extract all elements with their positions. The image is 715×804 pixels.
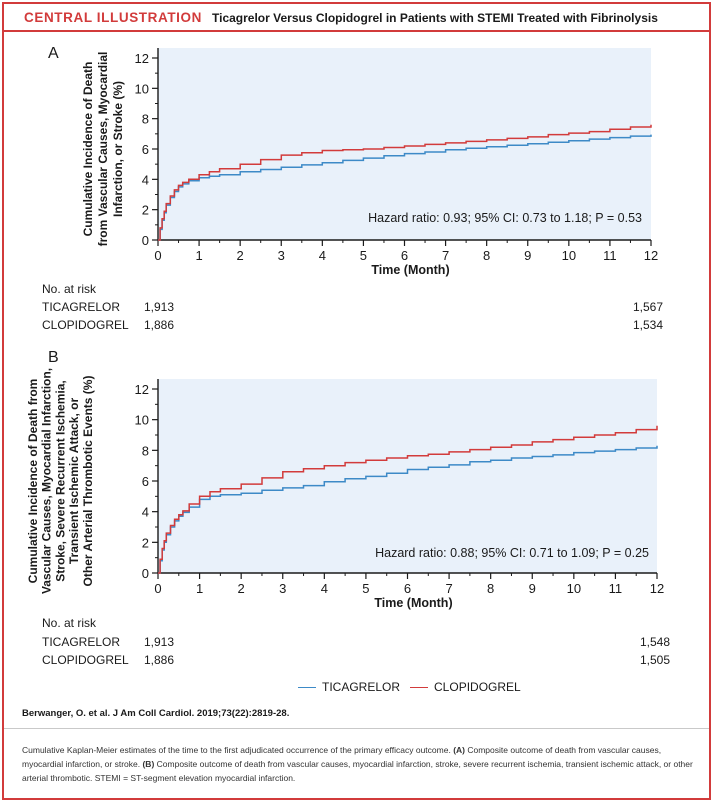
panel-a-series-clopidogrel <box>158 124 652 241</box>
panel-b-y-axis-label-line: Stroke, Severe Recurrent Ischemia, <box>53 380 67 581</box>
panel-b-letter: B <box>48 349 59 366</box>
legend-swatch-ticagrelor <box>298 686 316 688</box>
risk-table-a-row-ticagrelor-start: 1,913 <box>144 300 175 314</box>
risk-table-b-row-ticagrelor-start: 1,913 <box>144 635 175 649</box>
panel-a-x-tick-label: 3 <box>278 248 285 263</box>
panel-a-x-tick-label: 8 <box>483 248 490 263</box>
figure-caption: Cumulative Kaplan-Meier estimates of the… <box>22 743 694 785</box>
caption-a-tag: (A) <box>453 745 465 755</box>
panel-a-y-tick-label: 4 <box>142 172 149 187</box>
risk-table-a-row-clopidogrel-label: CLOPIDOGREL <box>42 318 129 332</box>
panel-b-x-tick-label: 2 <box>238 581 245 596</box>
panel-b-x-tick-label: 7 <box>445 581 452 596</box>
panel-a-y-axis-label-line: Cumulative Incidence of Death <box>81 62 95 237</box>
risk-table-b-row-clopidogrel-label: CLOPIDOGREL <box>42 653 129 667</box>
illustration-header: CENTRAL ILLUSTRATION Ticagrelor Versus C… <box>4 4 709 30</box>
panel-a-y-axis-label-line: Infarction, or Stroke (%) <box>111 81 125 217</box>
illustration-title: Ticagrelor Versus Clopidogrel in Patient… <box>212 11 658 25</box>
panel-b-x-axis-label: Time (Month) <box>374 596 452 610</box>
legend-item-clopidogrel: CLOPIDOGREL <box>410 680 521 694</box>
panel-b-y-tick-label: 8 <box>142 443 149 458</box>
panel-b-x-tick-label: 6 <box>404 581 411 596</box>
panel-b-y-axis-label-line: Transient Ischemic Attack, or <box>67 398 81 565</box>
chart-legend: TICAGRELOR CLOPIDOGREL <box>298 680 521 694</box>
legend-label-ticagrelor: TICAGRELOR <box>322 680 401 694</box>
panel-b-y-axis-label-line: Other Arterial Thrombotic Events (%) <box>81 376 95 587</box>
panel-a-letter: A <box>48 45 59 62</box>
central-illustration-tag: CENTRAL ILLUSTRATION <box>24 10 202 25</box>
risk-table-a-row-clopidogrel-end: 1,534 <box>633 318 664 332</box>
panel-a-y-tick-label: 12 <box>135 51 149 66</box>
panel-b-y-axis-label-line: Vascular Causes, Myocardial Infarction, <box>40 368 54 594</box>
caption-a-text: Composite outcome of death from vascular… <box>22 745 662 769</box>
panel-b-series-ticagrelor <box>158 445 658 574</box>
panel-a-y-tick-label: 10 <box>135 81 149 96</box>
caption-b-text: Composite outcome of death from vascular… <box>22 759 693 783</box>
legend-swatch-clopidogrel <box>410 686 429 688</box>
panel-b-y-tick-label: 12 <box>135 382 149 397</box>
caption-box <box>4 729 709 798</box>
header-rule <box>4 30 709 32</box>
panel-b-x-tick-label: 10 <box>567 581 581 596</box>
panel-a-x-tick-label: 11 <box>603 248 617 263</box>
panel-a-x-tick-label: 5 <box>360 248 367 263</box>
panel-a-y-tick-label: 2 <box>142 203 149 218</box>
legend-label-clopidogrel: CLOPIDOGREL <box>434 680 521 694</box>
panel-b-plot-area <box>158 379 657 573</box>
panel-b-x-tick-label: 8 <box>487 581 494 596</box>
citation: Berwanger, O. et al. J Am Coll Cardiol. … <box>22 708 290 719</box>
panel-b-series-clopidogrel <box>158 425 658 574</box>
risk-table-b-row-ticagrelor-end: 1,548 <box>640 635 671 649</box>
risk-table-b-row-clopidogrel-start: 1,886 <box>144 653 175 667</box>
panel-a-x-tick-label: 6 <box>401 248 408 263</box>
panel-a-x-tick-label: 1 <box>195 248 202 263</box>
panel-b-x-tick-label: 4 <box>321 581 328 596</box>
panel-b-x-tick-label: 12 <box>650 581 664 596</box>
risk-table-a-row-clopidogrel-start: 1,886 <box>144 318 175 332</box>
panel-b-y-tick-label: 10 <box>135 413 149 428</box>
panel-b-hazard-ratio-annotation: Hazard ratio: 0.88; 95% CI: 0.71 to 1.09… <box>375 546 649 560</box>
panel-b-y-tick-label: 2 <box>142 535 149 550</box>
panel-b-y-tick-label: 0 <box>142 566 149 581</box>
panel-b-x-tick-label: 11 <box>609 581 623 596</box>
risk-table-b-row-ticagrelor-label: TICAGRELOR <box>42 635 121 649</box>
panel-a-y-tick-label: 0 <box>142 233 149 248</box>
risk-table-b-row-clopidogrel-end: 1,505 <box>640 653 671 667</box>
panel-a-series-ticagrelor <box>158 134 652 241</box>
panel-a-x-tick-label: 12 <box>644 248 658 263</box>
panel-a-x-tick-label: 2 <box>237 248 244 263</box>
legend-item-ticagrelor: TICAGRELOR <box>298 680 400 694</box>
panel-b-y-axis-label-line: Cumulative Incidence of Death from <box>26 379 40 584</box>
panel-a-x-tick-label: 7 <box>442 248 449 263</box>
risk-table-a-title: No. at risk <box>42 282 97 296</box>
panel-b-y-tick-label: 6 <box>142 474 149 489</box>
risk-table-a-row-ticagrelor-label: TICAGRELOR <box>42 300 121 314</box>
panel-a-y-tick-label: 8 <box>142 112 149 127</box>
caption-intro: Cumulative Kaplan-Meier estimates of the… <box>22 745 454 755</box>
caption-b-tag: (B) <box>142 759 155 769</box>
panel-a-x-axis-label: Time (Month) <box>371 263 449 277</box>
panel-b-y-tick-label: 4 <box>142 505 149 520</box>
panel-a-y-axis-label-line: from Vascular Causes, Myocardial <box>96 52 110 247</box>
risk-table-a-row-ticagrelor-end: 1,567 <box>633 300 664 314</box>
panel-b-x-tick-label: 3 <box>279 581 286 596</box>
panel-b-x-tick-label: 1 <box>196 581 203 596</box>
panel-b-x-tick-label: 0 <box>154 581 161 596</box>
panel-a-x-tick-label: 0 <box>154 248 161 263</box>
panel-a-x-tick-label: 4 <box>319 248 326 263</box>
panel-a-y-tick-label: 6 <box>142 142 149 157</box>
panel-a-plot-area <box>158 48 651 240</box>
panel-a-hazard-ratio-annotation: Hazard ratio: 0.93; 95% CI: 0.73 to 1.18… <box>368 211 642 225</box>
panel-a-x-tick-label: 9 <box>524 248 531 263</box>
panel-b-x-tick-label: 9 <box>529 581 536 596</box>
panel-a-x-tick-label: 10 <box>562 248 576 263</box>
citation-rule <box>4 728 709 729</box>
panel-b-x-tick-label: 5 <box>362 581 369 596</box>
risk-table-b-title: No. at risk <box>42 616 97 630</box>
